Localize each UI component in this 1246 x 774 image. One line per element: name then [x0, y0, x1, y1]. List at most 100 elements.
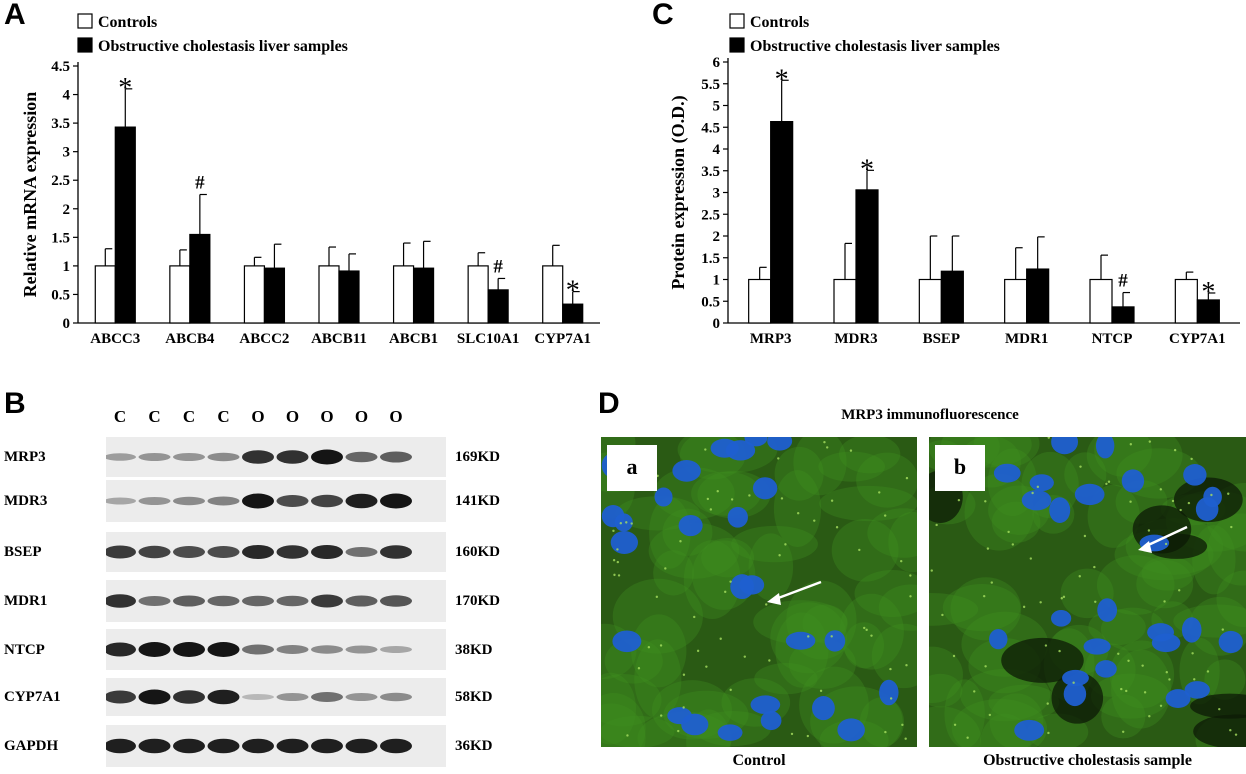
cytoplasm-region — [942, 584, 1021, 632]
y-tick-label: 0.5 — [51, 287, 70, 303]
nucleus — [614, 513, 633, 532]
blot-band — [242, 595, 274, 607]
sinusoid-space — [1001, 637, 1084, 683]
stain-dot — [1011, 543, 1015, 546]
y-tick-label: 3.5 — [51, 116, 70, 132]
blot-band — [242, 450, 274, 464]
blot-band — [311, 545, 343, 559]
stain-dot — [884, 730, 887, 734]
stain-dot — [1044, 644, 1048, 647]
stain-dot — [1078, 575, 1081, 578]
blot-band — [106, 453, 136, 461]
bar — [542, 265, 564, 324]
blot-band — [345, 547, 378, 557]
legend-label: Obstructive cholestasis liver samples — [750, 38, 1000, 55]
stain-dot — [905, 664, 908, 667]
y-tick-label: 3 — [63, 145, 71, 161]
blot-band — [311, 692, 343, 702]
stain-dot — [1173, 448, 1177, 452]
stain-dot — [830, 635, 833, 638]
stain-dot — [1148, 715, 1151, 718]
arrow-shaft — [772, 580, 822, 602]
cytoplasm-region — [888, 511, 917, 573]
stain-dot — [1029, 557, 1033, 560]
stain-dot — [904, 737, 907, 740]
cytoplasm-region — [753, 600, 848, 644]
chart-c-protein: Controls Obstructive cholestasis liver sa… — [668, 13, 1240, 347]
stain-dot — [889, 667, 892, 671]
blot-band — [173, 546, 205, 558]
cytoplasm-region — [818, 451, 885, 482]
significance-mark: * — [566, 276, 580, 307]
stain-dot — [613, 573, 616, 577]
bar — [918, 278, 942, 324]
stain-dot — [941, 613, 944, 617]
stain-dot — [1168, 678, 1171, 681]
cytoplasm-region — [653, 550, 694, 596]
stain-dot — [1047, 437, 1050, 439]
fluorescence-image-cholestasis: b — [929, 437, 1246, 747]
stain-dot — [900, 559, 903, 563]
y-tick-label: 1.5 — [701, 251, 720, 267]
cytoplasm-region — [1141, 555, 1195, 591]
chart-a-mrna: Controls Obstructive cholestasis liver sa… — [20, 13, 600, 347]
blot-band — [106, 642, 136, 657]
stain-dot — [807, 635, 810, 638]
y-tick-label: 1.5 — [51, 230, 70, 246]
stain-dot — [1125, 689, 1128, 693]
stain-dot — [664, 567, 667, 570]
arrow-head — [1138, 541, 1152, 553]
stain-dot — [1107, 480, 1111, 483]
stain-dot — [777, 457, 780, 460]
cytoplasm-region — [773, 470, 822, 547]
bar — [1026, 268, 1050, 324]
blot-band — [207, 642, 240, 657]
stain-dot — [878, 491, 881, 494]
stain-dot — [617, 574, 621, 577]
blot-band — [106, 594, 136, 608]
stain-dot — [1047, 731, 1050, 735]
nucleus — [1062, 669, 1089, 687]
bar — [1004, 278, 1028, 324]
blot-strip — [106, 437, 446, 477]
stain-dot — [957, 498, 961, 502]
stain-dot — [625, 521, 628, 524]
stain-dot — [1159, 488, 1162, 491]
nucleus — [654, 487, 673, 507]
stain-dot — [901, 723, 904, 727]
cytoplasm-region — [859, 697, 905, 747]
lane-label: O — [389, 407, 403, 426]
nucleus — [767, 437, 793, 451]
blot-size-label: 170KD — [455, 593, 500, 609]
fluorescence-title: MRP3 immunofluorescence — [841, 407, 1019, 423]
y-tick-label: 4 — [63, 88, 71, 104]
nucleus — [610, 531, 639, 554]
stain-dot — [705, 665, 708, 668]
x-tick-label: MDR3 — [834, 331, 877, 347]
stain-dot — [1190, 457, 1193, 461]
y-tick-label: 2 — [713, 229, 721, 245]
lane-label: O — [354, 407, 369, 426]
nucleus — [1184, 681, 1210, 699]
cytoplasm-region — [691, 471, 761, 516]
blot-strip — [106, 480, 446, 522]
nucleus — [1074, 483, 1105, 506]
cytoplasm-region — [950, 577, 1022, 641]
stain-dot — [679, 540, 682, 543]
nucleus — [989, 628, 1008, 650]
sublabel-a: a — [607, 445, 657, 491]
nucleus — [824, 630, 846, 652]
y-tick-label: 3.5 — [701, 164, 720, 180]
x-tick-label: ABCC3 — [90, 331, 140, 347]
cytoplasm-region — [754, 663, 818, 695]
blot-band — [207, 496, 240, 506]
blot-band — [242, 644, 274, 655]
stain-dot — [1031, 491, 1034, 495]
legend-swatch — [729, 13, 745, 29]
cytoplasm-region — [944, 679, 985, 747]
cytoplasm-region — [960, 668, 1051, 722]
nucleus — [812, 696, 835, 721]
cytoplasm-region — [839, 593, 904, 670]
stain-dot — [870, 634, 873, 637]
cytoplasm-region — [601, 703, 646, 747]
